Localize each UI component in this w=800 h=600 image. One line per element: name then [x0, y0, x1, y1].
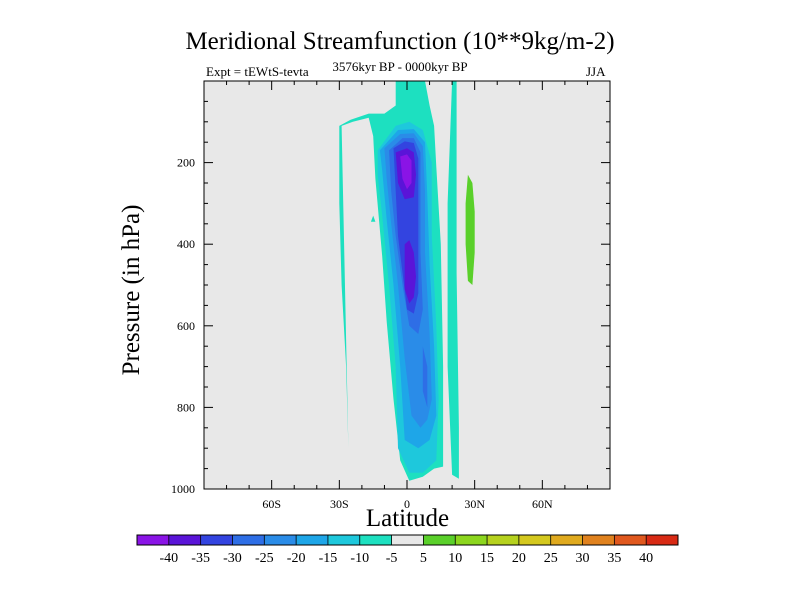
- x-axis-label: Latitude: [365, 505, 450, 532]
- x-tick-label: 0: [404, 497, 410, 511]
- colorbar-label: 35: [607, 551, 621, 566]
- colorbar-box-10: [455, 535, 488, 545]
- colorbar-outline: [136, 534, 679, 546]
- colorbar-box-8: [391, 535, 424, 545]
- y-tick-label: 1000: [171, 482, 195, 496]
- colorbar-label: 10: [448, 551, 462, 566]
- colorbar-label: 25: [544, 551, 558, 566]
- x-tick-label: 60S: [262, 497, 281, 511]
- colorbar-label: -10: [350, 551, 369, 566]
- colorbar-box-2: [200, 535, 233, 545]
- colorbar-box-13: [550, 535, 584, 545]
- contour-region-2: [370, 215, 376, 222]
- colorbar-label: -15: [319, 551, 338, 566]
- season-label: JJA: [586, 64, 606, 79]
- colorbar-label: -25: [255, 551, 274, 566]
- colorbar-label: 15: [480, 551, 494, 566]
- colorbar-label: -5: [386, 551, 398, 566]
- contour-region-1: [310, 374, 317, 408]
- x-axis-ticks: 60S 30S 0 30N 60N: [226, 81, 588, 511]
- colorbar-box-9: [423, 535, 456, 545]
- experiment-label: Expt = tEWtS-tevta: [206, 64, 309, 79]
- colorbar-box-16: [646, 535, 679, 545]
- chart-title: Meridional Streamfunction (10**9kg/m-2): [185, 28, 615, 55]
- contour-region-9: [422, 346, 428, 408]
- contour-region-4: [447, 81, 459, 479]
- contour-region-16: [519, 81, 527, 134]
- colorbar-label: 40: [639, 551, 653, 566]
- colorbar-box-12: [518, 535, 552, 545]
- colorbar-box-4: [264, 535, 297, 545]
- y-tick-label: 400: [177, 237, 195, 251]
- colorbar-box-14: [582, 535, 615, 545]
- colorbar-box-7: [359, 535, 393, 545]
- colorbar: -40 -35 -30 -25 -20 -15 -10 -5 5 10 15 20 25 30 35 40: [136, 534, 679, 566]
- y-tick-label: 800: [177, 400, 195, 414]
- x-tick-label: 30N: [464, 497, 485, 511]
- contour-region-18: [551, 334, 554, 404]
- colorbar-box-3: [232, 535, 265, 545]
- colorbar-box-15: [614, 535, 647, 545]
- colorbar-box-1: [168, 535, 202, 545]
- colorbar-box-6: [327, 535, 361, 545]
- colorbar-label: 20: [512, 551, 526, 566]
- contour-region-15: [465, 174, 475, 285]
- colorbar-label: 5: [420, 551, 427, 566]
- x-tick-label: 30S: [330, 497, 349, 511]
- contour-region-12: [404, 240, 416, 304]
- x-tick-label: 60N: [532, 497, 553, 511]
- y-axis-ticks: 200 400 600 800 1000: [171, 80, 610, 496]
- colorbar-label: -20: [287, 551, 306, 566]
- colorbar-label: -40: [159, 551, 178, 566]
- colorbar-box-5: [296, 535, 329, 545]
- colorbar-label: 30: [576, 551, 590, 566]
- chart-subtitle: 3576kyr BP - 0000kyr BP: [332, 59, 468, 74]
- contour-region-17: [513, 293, 522, 408]
- contour-region-13: [400, 154, 412, 190]
- colorbar-label: -35: [191, 551, 210, 566]
- contour-region-0: [264, 276, 272, 420]
- contour-regions: [264, 81, 554, 481]
- colorbar-label: -30: [223, 551, 242, 566]
- y-tick-label: 600: [177, 319, 195, 333]
- y-tick-label: 200: [177, 156, 195, 170]
- colorbar-box-0: [137, 535, 170, 545]
- colorbar-box-11: [487, 535, 520, 545]
